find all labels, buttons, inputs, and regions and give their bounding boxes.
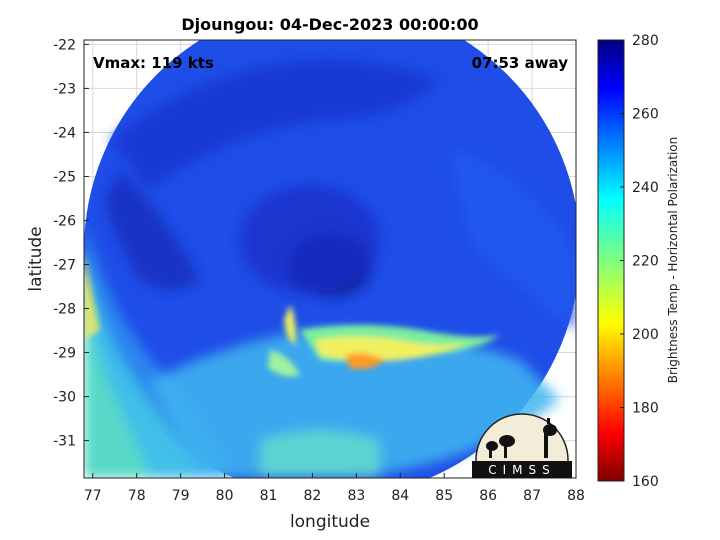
y-tick-label: -26 [53, 213, 76, 229]
colorbar-ticks: 160 180 200 220 240 260 280 [620, 33, 659, 490]
cimss-logo: CIMSS [472, 413, 572, 478]
x-tick-label: 83 [347, 488, 365, 504]
y-tick-label: -27 [53, 258, 76, 274]
vmax-label: Vmax: 119 kts [93, 54, 214, 72]
x-tick-label: 88 [567, 488, 585, 504]
y-tick-label: -30 [53, 390, 76, 406]
x-tick-label: 84 [391, 488, 409, 504]
colorbar-tick-label: 220 [632, 254, 659, 270]
y-axis-title: latitude [26, 226, 46, 291]
colorbar-tick-label: 260 [632, 107, 659, 123]
logo-text: CIMSS [488, 463, 556, 477]
colorbar-tick-label: 240 [632, 180, 659, 196]
colorbar-label: Brightness Temp - Horizontal Polarizatio… [666, 137, 680, 384]
chart-title: Djoungou: 04-Dec-2023 00:00:00 [181, 15, 478, 34]
colorbar-tick-label: 160 [632, 474, 659, 490]
y-tick-label: -23 [53, 81, 76, 97]
x-tick-label: 78 [128, 488, 146, 504]
colorbar-tick-label: 200 [632, 327, 659, 343]
x-axis-title: longitude [290, 512, 370, 532]
colorbar-tick-label: 280 [632, 33, 659, 49]
y-tick-label: -24 [53, 125, 76, 141]
y-tick-label: -28 [53, 302, 76, 318]
plot-border [83, 39, 577, 479]
x-tick-label: 81 [260, 488, 278, 504]
x-tick-label: 86 [479, 488, 497, 504]
colorbar [597, 39, 625, 482]
y-tick-label: -22 [53, 37, 76, 53]
colorbar-tick-label: 180 [632, 401, 659, 417]
x-tick-label: 82 [304, 488, 322, 504]
x-tick-label: 87 [523, 488, 541, 504]
y-tick-label: -29 [53, 346, 76, 362]
x-tick-label: 80 [216, 488, 234, 504]
x-tick-label: 85 [435, 488, 453, 504]
x-tick-label: 79 [172, 488, 190, 504]
y-tick-label: -31 [53, 434, 76, 450]
x-tick-label: 77 [84, 488, 102, 504]
time-away-label: 07:53 away [472, 54, 569, 72]
y-axis: -22 -23 -24 -25 -26 -27 -28 -29 -30 -31 [53, 37, 89, 450]
swath-image [84, 40, 576, 478]
y-tick-label: -25 [53, 169, 76, 185]
